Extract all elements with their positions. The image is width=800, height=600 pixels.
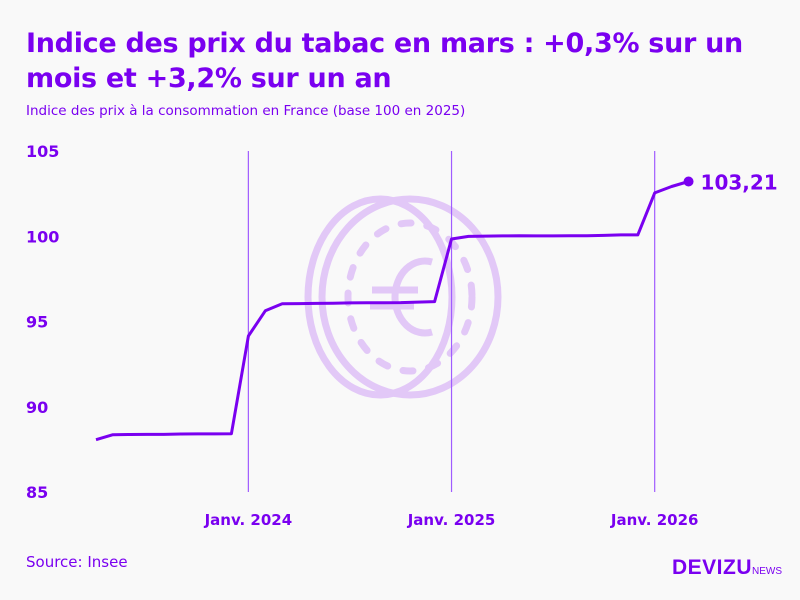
y-tick-label: 90 — [26, 398, 48, 417]
chart-title: Indice des prix du tabac en mars : +0,3%… — [26, 28, 743, 94]
x-tick-label: Janv. 2024 — [204, 511, 293, 529]
euro-coin-icon — [304, 195, 502, 399]
series-line — [95, 180, 689, 442]
y-tick-label: 100 — [26, 227, 59, 246]
y-tick-label: 95 — [26, 313, 48, 332]
chart-subtitle: Indice des prix à la consommation en Fra… — [26, 103, 466, 119]
x-tick-label: Janv. 2025 — [407, 511, 496, 529]
logo-sub: NEWS — [752, 566, 783, 577]
source-note: Source: Insee — [26, 553, 128, 571]
y-tick-label: 105 — [26, 142, 59, 161]
y-tick-label: 85 — [26, 483, 48, 502]
last-value-label: 103,21 — [701, 171, 778, 195]
devizu-logo: DEVIZUNEWS — [672, 556, 782, 580]
x-tick-label: Janv. 2026 — [610, 511, 699, 529]
logo-main: DEVIZU — [672, 556, 753, 579]
last-point-marker — [683, 176, 694, 187]
